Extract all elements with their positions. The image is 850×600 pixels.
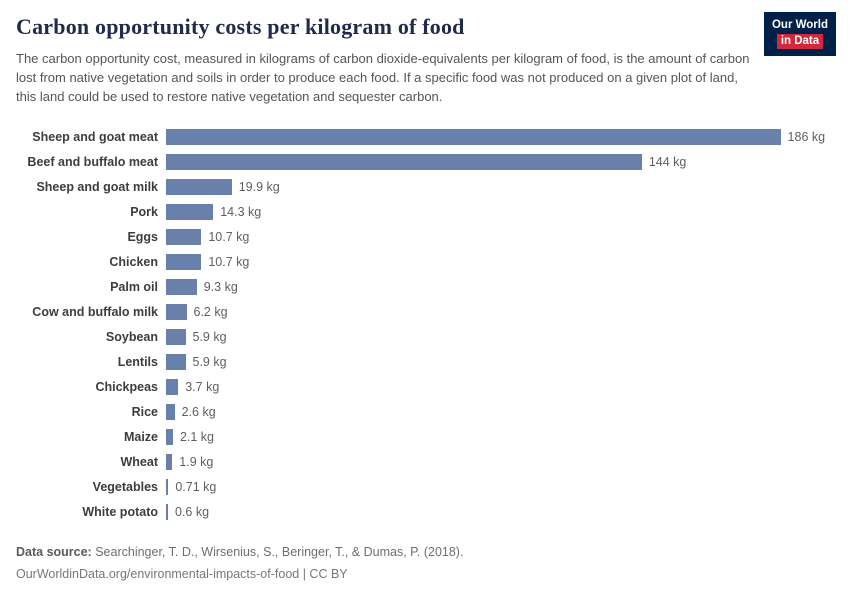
bar — [166, 454, 173, 471]
chart-row: Sheep and goat milk 19.9 kg — [16, 175, 834, 200]
category-label: Chickpeas — [95, 380, 158, 395]
chart-header: Carbon opportunity costs per kilogram of… — [16, 12, 836, 107]
logo-line-2: in Data — [776, 33, 824, 49]
bar — [166, 154, 642, 171]
bar-track: 144 kg — [166, 154, 834, 171]
value-label: 9.3 kg — [203, 280, 238, 295]
bar-track: 10.7 kg — [166, 254, 834, 271]
category-label: Wheat — [120, 455, 159, 470]
value-label: 0.71 kg — [175, 480, 217, 495]
category-label: Beef and buffalo meat — [27, 155, 158, 170]
chart-footer: Data source: Searchinger, T. D., Wirseni… — [16, 542, 834, 586]
value-label: 10.7 kg — [208, 255, 250, 270]
chart-row: Sheep and goat meat 186 kg — [16, 125, 834, 150]
logo-line-1: Our World — [771, 19, 828, 31]
chart-row: Soybean 5.9 kg — [16, 325, 834, 350]
bar — [166, 279, 197, 296]
chart-row: Cow and buffalo milk 6.2 kg — [16, 300, 834, 325]
chart-row: Vegetables 0.71 kg — [16, 475, 834, 500]
value-label: 3.7 kg — [185, 380, 220, 395]
bar-track: 2.1 kg — [166, 429, 834, 446]
bar — [166, 479, 169, 496]
bar-track: 10.7 kg — [166, 229, 834, 246]
category-label: White potato — [82, 505, 158, 520]
bar — [166, 179, 232, 196]
chart-row: Palm oil 9.3 kg — [16, 275, 834, 300]
category-label: Pork — [130, 205, 158, 220]
owid-logo[interactable]: Our World in Data — [763, 12, 836, 56]
chart-row: Maize 2.1 kg — [16, 425, 834, 450]
category-label: Cow and buffalo milk — [32, 305, 158, 320]
bar-track: 1.9 kg — [166, 454, 834, 471]
value-label: 144 kg — [648, 155, 687, 170]
bar — [166, 504, 168, 521]
bar-track: 2.6 kg — [166, 404, 834, 421]
bar — [166, 404, 175, 421]
bar-track: 0.71 kg — [166, 479, 834, 496]
bar-track: 186 kg — [166, 129, 834, 146]
category-label: Sheep and goat meat — [32, 130, 158, 145]
chart-row: Chicken 10.7 kg — [16, 250, 834, 275]
category-label: Chicken — [109, 255, 158, 270]
bar — [166, 329, 186, 346]
bar — [166, 304, 187, 321]
category-label: Lentils — [117, 355, 158, 370]
value-label: 1.9 kg — [179, 455, 214, 470]
bar — [166, 129, 781, 146]
data-source-label: Data source: — [16, 545, 92, 560]
bar — [166, 379, 179, 396]
bar — [166, 254, 202, 271]
value-label: 2.6 kg — [181, 405, 216, 420]
bar-track: 9.3 kg — [166, 279, 834, 296]
chart-row: Chickpeas 3.7 kg — [16, 375, 834, 400]
citation-link[interactable]: OurWorldinData.org/environmental-impacts… — [16, 567, 348, 582]
bar — [166, 229, 202, 246]
bar — [166, 429, 173, 446]
category-label: Palm oil — [110, 280, 158, 295]
bar — [166, 354, 186, 371]
value-label: 6.2 kg — [193, 305, 228, 320]
bar-track: 5.9 kg — [166, 329, 834, 346]
bar — [166, 204, 214, 221]
bar-track: 5.9 kg — [166, 354, 834, 371]
data-source-text: Searchinger, T. D., Wirsenius, S., Berin… — [95, 545, 464, 560]
chart-row: Eggs 10.7 kg — [16, 225, 834, 250]
value-label: 186 kg — [787, 130, 826, 145]
bar-track: 14.3 kg — [166, 204, 834, 221]
chart-subtitle: The carbon opportunity cost, measured in… — [16, 51, 750, 104]
bar-track: 3.7 kg — [166, 379, 834, 396]
value-label: 5.9 kg — [192, 330, 227, 345]
bar-track: 0.6 kg — [166, 504, 834, 521]
chart-row: Beef and buffalo meat 144 kg — [16, 150, 834, 175]
category-label: Rice — [131, 405, 158, 420]
value-label: 0.6 kg — [175, 505, 210, 520]
value-label: 19.9 kg — [238, 180, 280, 195]
bar-track: 19.9 kg — [166, 179, 834, 196]
category-label: Eggs — [127, 230, 158, 245]
chart-row: White potato 0.6 kg — [16, 500, 834, 525]
bar-chart: Sheep and goat meat 186 kg Beef and buffal… — [16, 125, 834, 525]
chart-row: Pork 14.3 kg — [16, 200, 834, 225]
category-label: Maize — [123, 430, 158, 445]
value-label: 5.9 kg — [192, 355, 227, 370]
chart-row: Wheat 1.9 kg — [16, 450, 834, 475]
page-title: Carbon opportunity costs per kilogram of… — [16, 14, 465, 39]
data-source-line: Data source: Searchinger, T. D., Wirseni… — [16, 542, 834, 564]
value-label: 14.3 kg — [220, 205, 262, 220]
category-label: Sheep and goat milk — [36, 180, 158, 195]
value-label: 2.1 kg — [179, 430, 214, 445]
bar-track: 6.2 kg — [166, 304, 834, 321]
category-label: Soybean — [105, 330, 158, 345]
category-label: Vegetables — [92, 480, 158, 495]
value-label: 10.7 kg — [208, 230, 250, 245]
chart-row: Lentils 5.9 kg — [16, 350, 834, 375]
chart-rows: Sheep and goat meat 186 kg Beef and buffal… — [16, 125, 834, 525]
chart-row: Rice 2.6 kg — [16, 400, 834, 425]
